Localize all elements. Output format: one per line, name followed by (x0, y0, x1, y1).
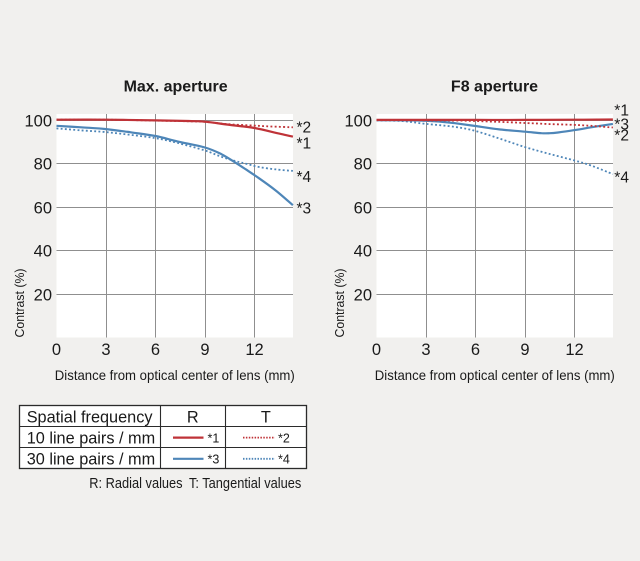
svg-text:3: 3 (101, 341, 110, 359)
svg-text:6: 6 (151, 341, 160, 359)
svg-text:6: 6 (471, 341, 480, 359)
svg-text:Spatial frequency: Spatial frequency (27, 409, 154, 427)
svg-text:9: 9 (200, 341, 209, 359)
svg-text:0: 0 (372, 341, 381, 359)
svg-text:F8 aperture: F8 aperture (451, 78, 538, 95)
svg-text:60: 60 (34, 200, 52, 218)
svg-text:*1: *1 (297, 136, 312, 153)
svg-text:100: 100 (24, 113, 52, 131)
svg-text:0: 0 (52, 341, 61, 359)
svg-text:30 line pairs / mm: 30 line pairs / mm (27, 451, 156, 469)
svg-text:3: 3 (421, 341, 430, 359)
svg-text:*2: *2 (297, 120, 312, 137)
svg-text:20: 20 (34, 287, 52, 305)
svg-text:Contrast (%): Contrast (%) (332, 269, 347, 338)
svg-text:100: 100 (344, 113, 372, 131)
svg-text:*4: *4 (614, 170, 629, 187)
svg-text:12: 12 (565, 341, 583, 359)
svg-text:*3: *3 (297, 201, 312, 218)
svg-text:80: 80 (34, 156, 52, 174)
svg-text:T: T (261, 409, 271, 427)
svg-text:20: 20 (354, 287, 372, 305)
svg-text:*4: *4 (297, 169, 312, 186)
svg-text:10 line pairs / mm: 10 line pairs / mm (27, 430, 156, 448)
svg-text:60: 60 (354, 200, 372, 218)
svg-text:*1: *1 (614, 103, 629, 120)
svg-text:Distance from optical center o: Distance from optical center of lens (mm… (375, 367, 615, 383)
svg-text:R: R (187, 409, 199, 427)
svg-text:80: 80 (354, 156, 372, 174)
svg-text:Contrast (%): Contrast (%) (12, 269, 27, 338)
svg-text:12: 12 (245, 341, 263, 359)
svg-text:*2: *2 (614, 128, 629, 145)
svg-text:*4: *4 (278, 453, 290, 467)
svg-text:R: Radial values T: Tangential: R: Radial values T: Tangential values (89, 476, 301, 492)
svg-text:*3: *3 (208, 453, 220, 467)
svg-text:*3: *3 (614, 117, 629, 134)
svg-text:Max. aperture: Max. aperture (124, 78, 228, 95)
svg-text:*1: *1 (208, 431, 220, 445)
svg-text:Distance from optical center o: Distance from optical center of lens (mm… (55, 367, 295, 383)
svg-text:40: 40 (34, 243, 52, 261)
svg-text:*2: *2 (278, 431, 290, 445)
svg-text:40: 40 (354, 243, 372, 261)
svg-text:9: 9 (520, 341, 529, 359)
